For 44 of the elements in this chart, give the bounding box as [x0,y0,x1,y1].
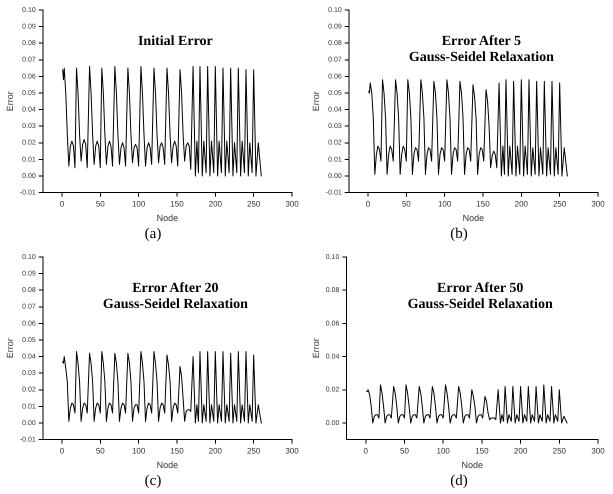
x-tick-label: 250 [552,446,567,456]
x-tick-label: 150 [170,446,184,456]
text: Error After 50 Gauss-Seidel Relaxation [408,280,553,313]
x-tick-label: 50 [400,446,410,456]
x-tick-label: 0 [364,446,369,456]
x-tick-label: 50 [96,200,106,209]
x-axis-title: Node [462,213,484,224]
text: (b) [449,226,469,243]
x-tick-label: 0 [60,200,65,209]
text: Error After 20 Gauss-Seidel Relaxation [102,280,248,313]
x-tick-label: 300 [285,446,300,456]
x-tick-label: 100 [132,200,146,209]
y-axis-title: Error [310,91,321,112]
x-tick-label: 250 [246,200,261,209]
x-tick-label: 150 [475,446,490,456]
y-axis-title: Error [4,338,15,358]
text: (a) [144,226,162,243]
x-tick-label: 200 [208,446,223,456]
text: Error After 5 Gauss-Seidel Relaxation [408,34,554,66]
x-tick-label: 300 [591,200,606,209]
text: (d) [449,473,469,490]
y-axis-title: Error [310,338,321,358]
x-tick-label: 0 [60,446,65,456]
x-tick-label: 200 [514,200,529,209]
x-tick-label: 200 [514,446,528,456]
text: Initial Error [138,34,213,50]
x-tick-label: 100 [436,446,450,456]
text: (c) [144,473,162,490]
x-axis-title: Node [156,213,178,224]
x-tick-label: 300 [285,200,300,209]
x-tick-label: 50 [96,446,106,456]
x-tick-label: 0 [366,200,371,209]
x-tick-label: 100 [438,200,452,209]
x-axis-title: Node [461,460,483,470]
x-tick-label: 100 [132,446,146,456]
x-tick-label: 250 [246,446,261,456]
y-axis-title: Error [4,91,15,112]
x-tick-label: 300 [591,446,606,456]
x-tick-label: 200 [208,200,223,209]
x-tick-label: 50 [402,200,412,209]
x-tick-label: 150 [476,200,490,209]
x-tick-label: 250 [552,200,567,209]
x-tick-label: 150 [170,200,184,209]
x-axis-title: Node [156,460,178,470]
